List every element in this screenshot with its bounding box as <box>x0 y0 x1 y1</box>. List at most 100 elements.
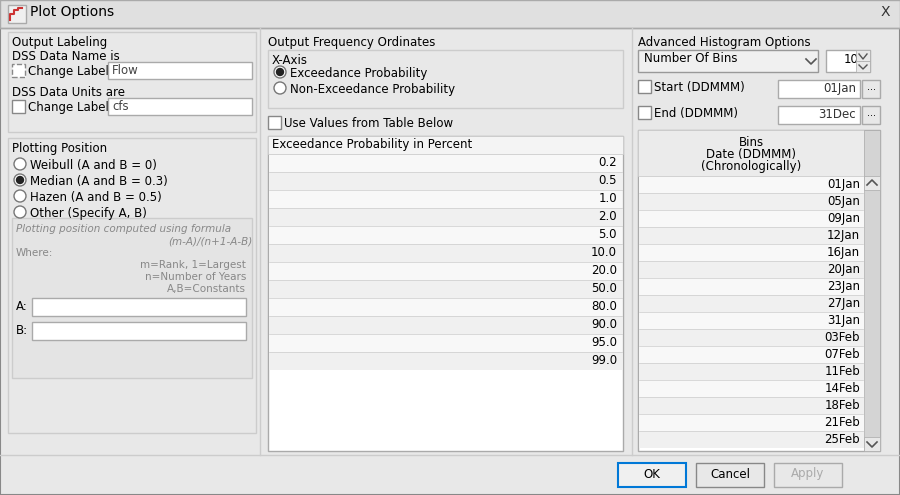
Bar <box>268 116 281 129</box>
Bar <box>638 80 651 93</box>
Text: Hazen (A and B = 0.5): Hazen (A and B = 0.5) <box>30 191 162 204</box>
Text: 21Feb: 21Feb <box>824 416 860 429</box>
Text: Bins: Bins <box>738 136 763 149</box>
Bar <box>696 463 764 487</box>
Text: 11Feb: 11Feb <box>824 365 860 378</box>
Text: 1.0: 1.0 <box>598 192 617 205</box>
Bar <box>12 218 252 378</box>
Text: (Chronologically): (Chronologically) <box>701 160 801 173</box>
Text: A:: A: <box>16 300 28 313</box>
Bar <box>12 100 25 113</box>
Bar <box>108 98 252 115</box>
Text: Change Label: Change Label <box>28 101 109 114</box>
Bar <box>8 5 26 23</box>
Bar <box>618 463 686 487</box>
Text: Exceedance Probability in Percent: Exceedance Probability in Percent <box>272 138 472 151</box>
Text: Apply: Apply <box>791 467 824 481</box>
Bar <box>862 80 880 98</box>
Circle shape <box>14 190 26 202</box>
Bar <box>268 136 623 451</box>
Bar <box>638 106 651 119</box>
Text: 03Feb: 03Feb <box>824 331 860 344</box>
Bar <box>8 32 256 132</box>
Bar <box>268 50 623 108</box>
Text: 90.0: 90.0 <box>591 318 617 331</box>
Bar <box>639 227 864 244</box>
Circle shape <box>14 206 26 218</box>
Bar <box>639 363 864 380</box>
Bar <box>639 210 864 227</box>
Text: Where:: Where: <box>16 248 53 258</box>
Bar <box>269 316 622 334</box>
Bar <box>0 0 900 28</box>
Bar <box>862 106 880 124</box>
Text: 01Jan: 01Jan <box>827 178 860 191</box>
Bar <box>638 130 864 176</box>
Bar <box>269 298 622 316</box>
Bar <box>269 352 622 370</box>
Text: Other (Specify A, B): Other (Specify A, B) <box>30 207 147 220</box>
Bar <box>639 346 864 363</box>
Text: Cancel: Cancel <box>710 467 750 481</box>
Bar <box>8 138 256 433</box>
Bar <box>269 172 622 190</box>
Text: 99.0: 99.0 <box>591 354 617 367</box>
Text: 01Jan: 01Jan <box>823 82 856 95</box>
Text: 20Jan: 20Jan <box>827 263 860 276</box>
Bar <box>639 244 864 261</box>
Bar <box>269 334 622 352</box>
Text: OK: OK <box>644 467 661 481</box>
Circle shape <box>274 82 286 94</box>
Bar <box>639 397 864 414</box>
Bar <box>268 136 623 154</box>
Text: Non-Exceedance Probability: Non-Exceedance Probability <box>290 83 455 96</box>
Text: 07Feb: 07Feb <box>824 348 860 361</box>
Text: 23Jan: 23Jan <box>827 280 860 293</box>
Text: Date (DDMMM): Date (DDMMM) <box>706 148 796 161</box>
Circle shape <box>14 174 26 186</box>
Text: Start (DDMMM): Start (DDMMM) <box>654 81 745 94</box>
Bar <box>639 414 864 431</box>
Text: Output Labeling: Output Labeling <box>12 36 107 49</box>
Text: 31Dec: 31Dec <box>818 108 856 121</box>
Bar <box>864 176 880 190</box>
Text: m=Rank, 1=Largest: m=Rank, 1=Largest <box>140 260 246 270</box>
Text: 25Feb: 25Feb <box>824 433 860 446</box>
Bar <box>638 50 818 72</box>
Circle shape <box>276 68 284 76</box>
Text: X-Axis: X-Axis <box>272 54 308 67</box>
Text: 80.0: 80.0 <box>591 300 617 313</box>
Bar <box>269 154 622 172</box>
Text: Use Values from Table Below: Use Values from Table Below <box>284 117 453 130</box>
Text: n=Number of Years: n=Number of Years <box>145 272 246 282</box>
Circle shape <box>274 66 286 78</box>
Text: Plotting Position: Plotting Position <box>12 142 107 155</box>
Text: 27Jan: 27Jan <box>827 297 860 310</box>
Bar <box>269 244 622 262</box>
Text: 31Jan: 31Jan <box>827 314 860 327</box>
Text: Median (A and B = 0.3): Median (A and B = 0.3) <box>30 175 167 188</box>
Bar <box>12 64 25 77</box>
Text: Weibull (A and B = 0): Weibull (A and B = 0) <box>30 159 157 172</box>
Text: 12Jan: 12Jan <box>827 229 860 242</box>
Bar <box>269 208 622 226</box>
Circle shape <box>16 177 23 184</box>
Text: 14Feb: 14Feb <box>824 382 860 395</box>
Bar <box>639 295 864 312</box>
Text: Number Of Bins: Number Of Bins <box>644 52 737 65</box>
Bar <box>639 278 864 295</box>
Bar <box>774 463 842 487</box>
Text: 16Jan: 16Jan <box>827 246 860 259</box>
Text: X: X <box>880 5 890 19</box>
Text: B:: B: <box>16 324 28 337</box>
Bar <box>32 322 246 340</box>
Text: 95.0: 95.0 <box>591 336 617 349</box>
Bar <box>856 61 870 72</box>
Bar <box>639 193 864 210</box>
Text: End (DDMMM): End (DDMMM) <box>654 107 738 120</box>
Text: cfs: cfs <box>112 100 129 113</box>
Bar <box>269 262 622 280</box>
Text: DSS Data Name is: DSS Data Name is <box>12 50 120 63</box>
Bar <box>638 130 880 451</box>
Bar <box>864 437 880 451</box>
